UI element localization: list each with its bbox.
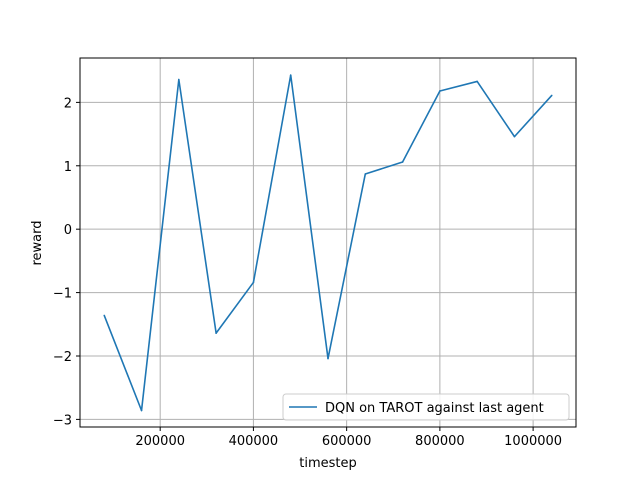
data-point	[289, 74, 292, 76]
y-tick-label: −2	[53, 350, 72, 365]
data-point	[327, 357, 329, 360]
x-tick-label: 1000000	[504, 434, 562, 449]
y-tick-label: 1	[64, 160, 72, 175]
y-tick-label: 2	[64, 96, 72, 111]
plot-frame	[79, 57, 577, 428]
data-point	[103, 314, 106, 317]
x-tick-label: 200000	[135, 434, 185, 449]
data-point	[252, 281, 255, 284]
axis-ticks: 200000 400000 600000 800000 1000000 −3 −2 −1 0 1 2	[53, 96, 562, 449]
x-tick-label: 800000	[415, 434, 465, 449]
data-point	[215, 332, 217, 334]
x-axis-label: timestep	[299, 456, 357, 471]
data-point	[513, 135, 516, 138]
data-point	[140, 409, 143, 412]
y-tick-label: 0	[64, 223, 72, 238]
legend-label: DQN on TAROT against last agent	[325, 401, 544, 416]
plot-area	[80, 58, 576, 427]
x-tick-label: 400000	[229, 434, 279, 449]
legend-box	[282, 393, 570, 421]
data-point	[550, 94, 553, 97]
data-point	[364, 173, 367, 175]
y-tick-label: −1	[53, 287, 72, 302]
data-point	[439, 90, 441, 92]
series-layer	[103, 74, 553, 412]
data-point	[476, 80, 478, 83]
x-tick-label: 600000	[322, 434, 372, 449]
y-axis-label: reward	[30, 220, 45, 265]
data-point	[178, 78, 180, 81]
y-tick-label: −3	[53, 413, 72, 428]
data-point	[401, 161, 404, 163]
legend: DQN on TAROT against last agent	[282, 393, 570, 421]
